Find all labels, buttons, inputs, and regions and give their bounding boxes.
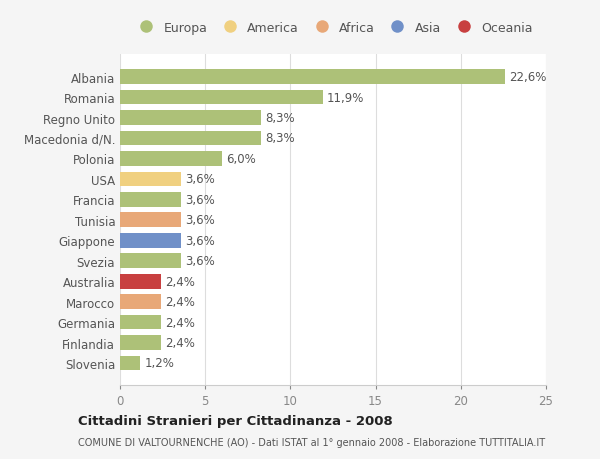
Text: 8,3%: 8,3%: [266, 132, 295, 145]
Bar: [120, 172, 181, 187]
Text: 2,4%: 2,4%: [165, 296, 195, 308]
Text: 22,6%: 22,6%: [509, 71, 547, 84]
Text: 2,4%: 2,4%: [165, 316, 195, 329]
Legend: Europa, America, Africa, Asia, Oceania: Europa, America, Africa, Asia, Oceania: [133, 22, 533, 34]
Bar: [120, 70, 505, 85]
Text: COMUNE DI VALTOURNENCHE (AO) - Dati ISTAT al 1° gennaio 2008 - Elaborazione TUTT: COMUNE DI VALTOURNENCHE (AO) - Dati ISTA…: [78, 437, 545, 447]
Text: 3,6%: 3,6%: [185, 234, 215, 247]
Bar: [120, 274, 161, 289]
Bar: [120, 295, 161, 309]
Bar: [120, 356, 140, 370]
Bar: [120, 193, 181, 207]
Text: 2,4%: 2,4%: [165, 275, 195, 288]
Bar: [120, 336, 161, 350]
Text: Cittadini Stranieri per Cittadinanza - 2008: Cittadini Stranieri per Cittadinanza - 2…: [78, 414, 393, 428]
Text: 8,3%: 8,3%: [266, 112, 295, 125]
Text: 3,6%: 3,6%: [185, 255, 215, 268]
Text: 2,4%: 2,4%: [165, 336, 195, 349]
Bar: [120, 152, 222, 167]
Bar: [120, 131, 262, 146]
Text: 11,9%: 11,9%: [327, 91, 364, 104]
Text: 3,6%: 3,6%: [185, 173, 215, 186]
Text: 6,0%: 6,0%: [227, 152, 256, 166]
Bar: [120, 233, 181, 248]
Text: 3,6%: 3,6%: [185, 193, 215, 207]
Bar: [120, 254, 181, 269]
Text: 1,2%: 1,2%: [145, 357, 175, 369]
Bar: [120, 111, 262, 126]
Bar: [120, 90, 323, 105]
Text: 3,6%: 3,6%: [185, 214, 215, 227]
Bar: [120, 213, 181, 228]
Bar: [120, 315, 161, 330]
